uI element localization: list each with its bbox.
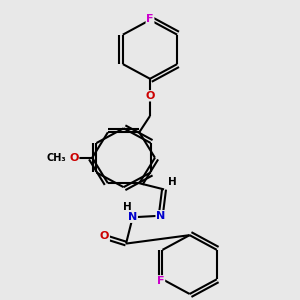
Text: CH₃: CH₃: [46, 153, 66, 163]
Text: H: H: [123, 202, 132, 212]
Text: N: N: [128, 212, 137, 222]
Text: O: O: [100, 232, 109, 242]
Text: O: O: [145, 91, 155, 101]
Text: N: N: [156, 211, 165, 221]
Text: O: O: [69, 153, 79, 163]
Text: F: F: [157, 276, 165, 286]
Text: F: F: [146, 14, 154, 24]
Text: H: H: [168, 177, 177, 187]
